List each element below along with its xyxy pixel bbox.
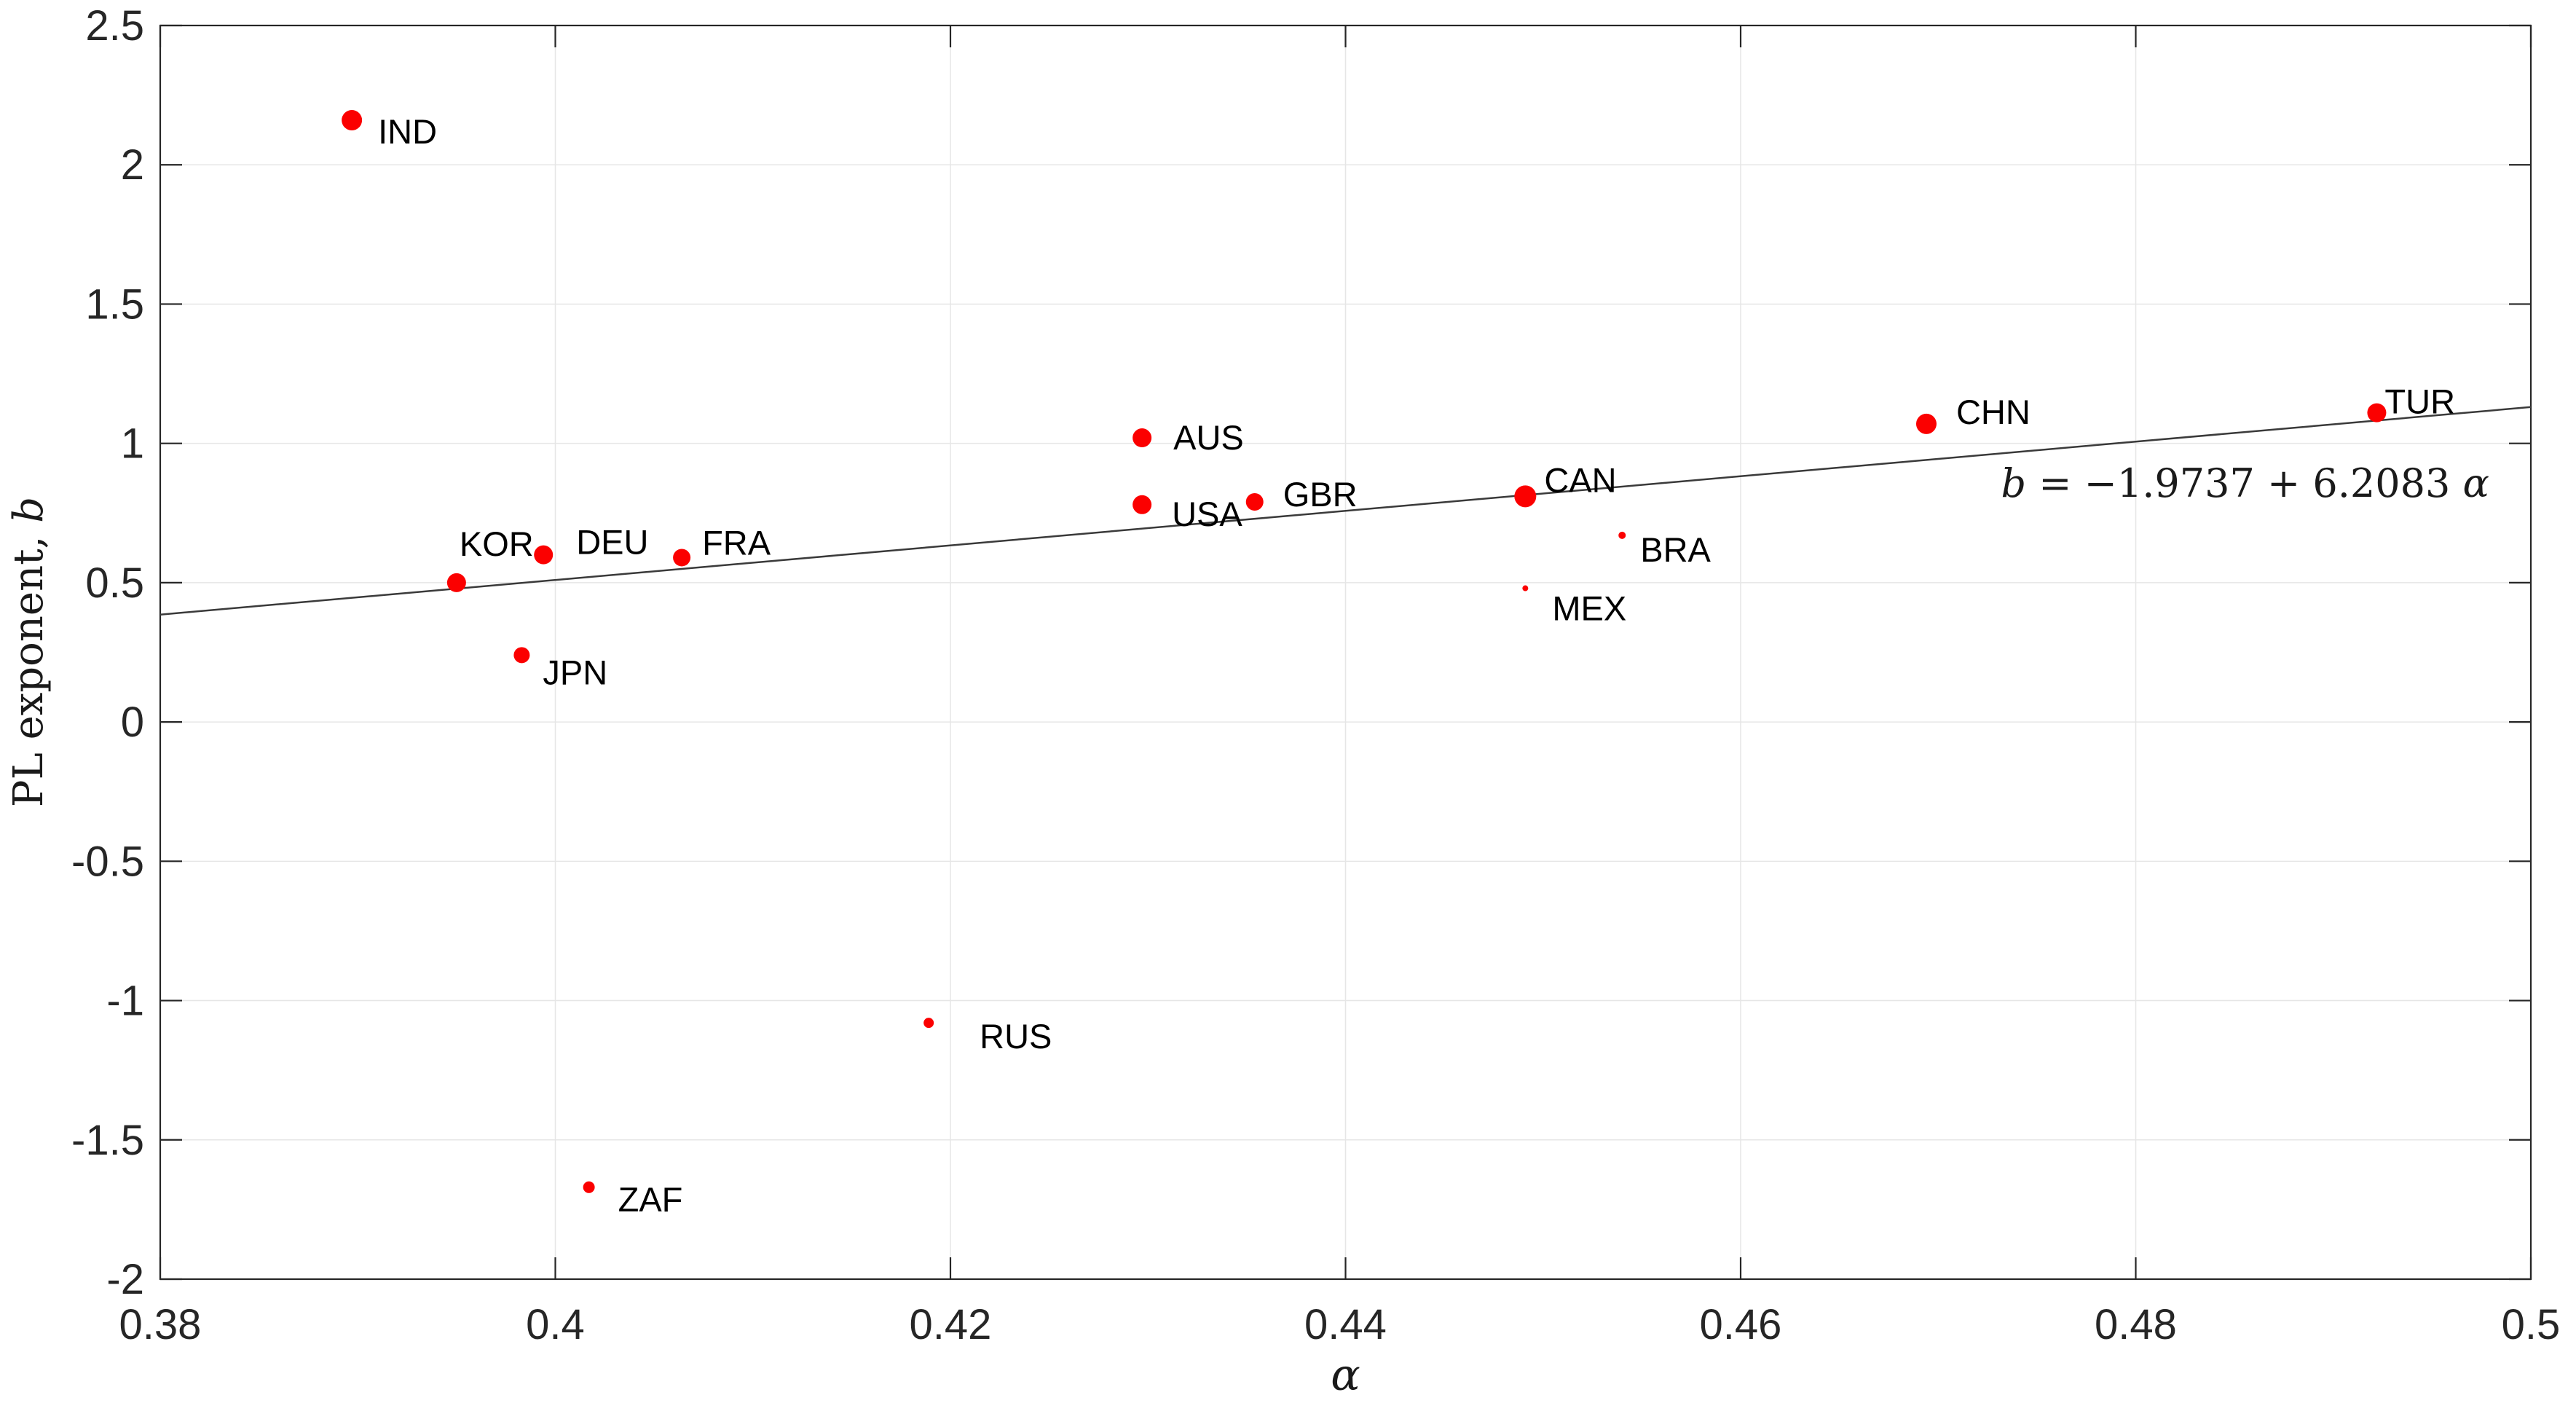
y-tick-label: 1.5: [85, 280, 144, 328]
x-tick-label: 0.46: [1700, 1301, 1782, 1348]
data-point-ind: [342, 110, 363, 131]
x-tick-label: 0.4: [526, 1301, 585, 1348]
data-point-label-rus: RUS: [980, 1017, 1052, 1056]
data-point-label-gbr: GBR: [1283, 475, 1358, 514]
y-axis-label: PL exponent, b: [5, 497, 52, 807]
y-tick-label: 2.5: [85, 2, 144, 50]
data-point-usa: [1133, 495, 1152, 514]
data-point-label-deu: DEU: [576, 523, 648, 562]
y-tick-label: -0.5: [71, 838, 144, 885]
x-tick-label: 0.38: [119, 1301, 202, 1348]
y-tick-label: 1: [121, 420, 144, 468]
data-point-label-aus: AUS: [1173, 418, 1244, 457]
y-tick-label: 0: [121, 699, 144, 746]
data-point-fra: [673, 549, 691, 567]
data-point-can: [1514, 485, 1537, 508]
fit-equation-label: b = −1.9737 + 6.2083 α: [2001, 460, 2489, 506]
data-point-label-mex: MEX: [1552, 589, 1626, 628]
data-point-gbr: [1245, 492, 1264, 511]
y-tick-label: -1.5: [71, 1117, 144, 1164]
data-point-label-fra: FRA: [702, 523, 771, 562]
x-tick-label: 0.44: [1304, 1301, 1387, 1348]
data-point-label-bra: BRA: [1640, 530, 1711, 569]
data-point-bra: [1618, 531, 1626, 539]
y-tick-label: -1: [106, 978, 144, 1025]
data-point-mex: [1522, 585, 1529, 592]
data-point-label-ind: IND: [378, 112, 437, 151]
data-point-jpn: [513, 647, 530, 664]
data-point-deu: [534, 545, 554, 565]
data-point-kor: [446, 573, 466, 592]
data-point-label-kor: KOR: [460, 524, 534, 563]
data-point-label-tur: TUR: [2384, 382, 2455, 421]
data-point-aus: [1133, 428, 1152, 448]
y-tick-label: -2: [106, 1256, 144, 1303]
x-axis-label: α: [1331, 1350, 1360, 1401]
data-point-zaf: [583, 1181, 595, 1193]
x-tick-label: 0.5: [2502, 1301, 2561, 1348]
data-point-tur: [2367, 403, 2387, 423]
y-tick-label: 2: [121, 141, 144, 189]
x-tick-label: 0.42: [910, 1301, 992, 1348]
data-point-label-zaf: ZAF: [618, 1180, 683, 1219]
data-point-label-chn: CHN: [1956, 393, 2031, 431]
y-tick-label: 0.5: [85, 559, 144, 607]
data-point-chn: [1915, 413, 1937, 434]
data-point-label-jpn: JPN: [543, 653, 607, 691]
fit-line: [159, 406, 2532, 616]
x-tick-label: 0.48: [2095, 1301, 2177, 1348]
data-point-label-usa: USA: [1172, 495, 1242, 533]
data-point-label-can: CAN: [1544, 460, 1616, 499]
data-point-rus: [923, 1018, 934, 1029]
